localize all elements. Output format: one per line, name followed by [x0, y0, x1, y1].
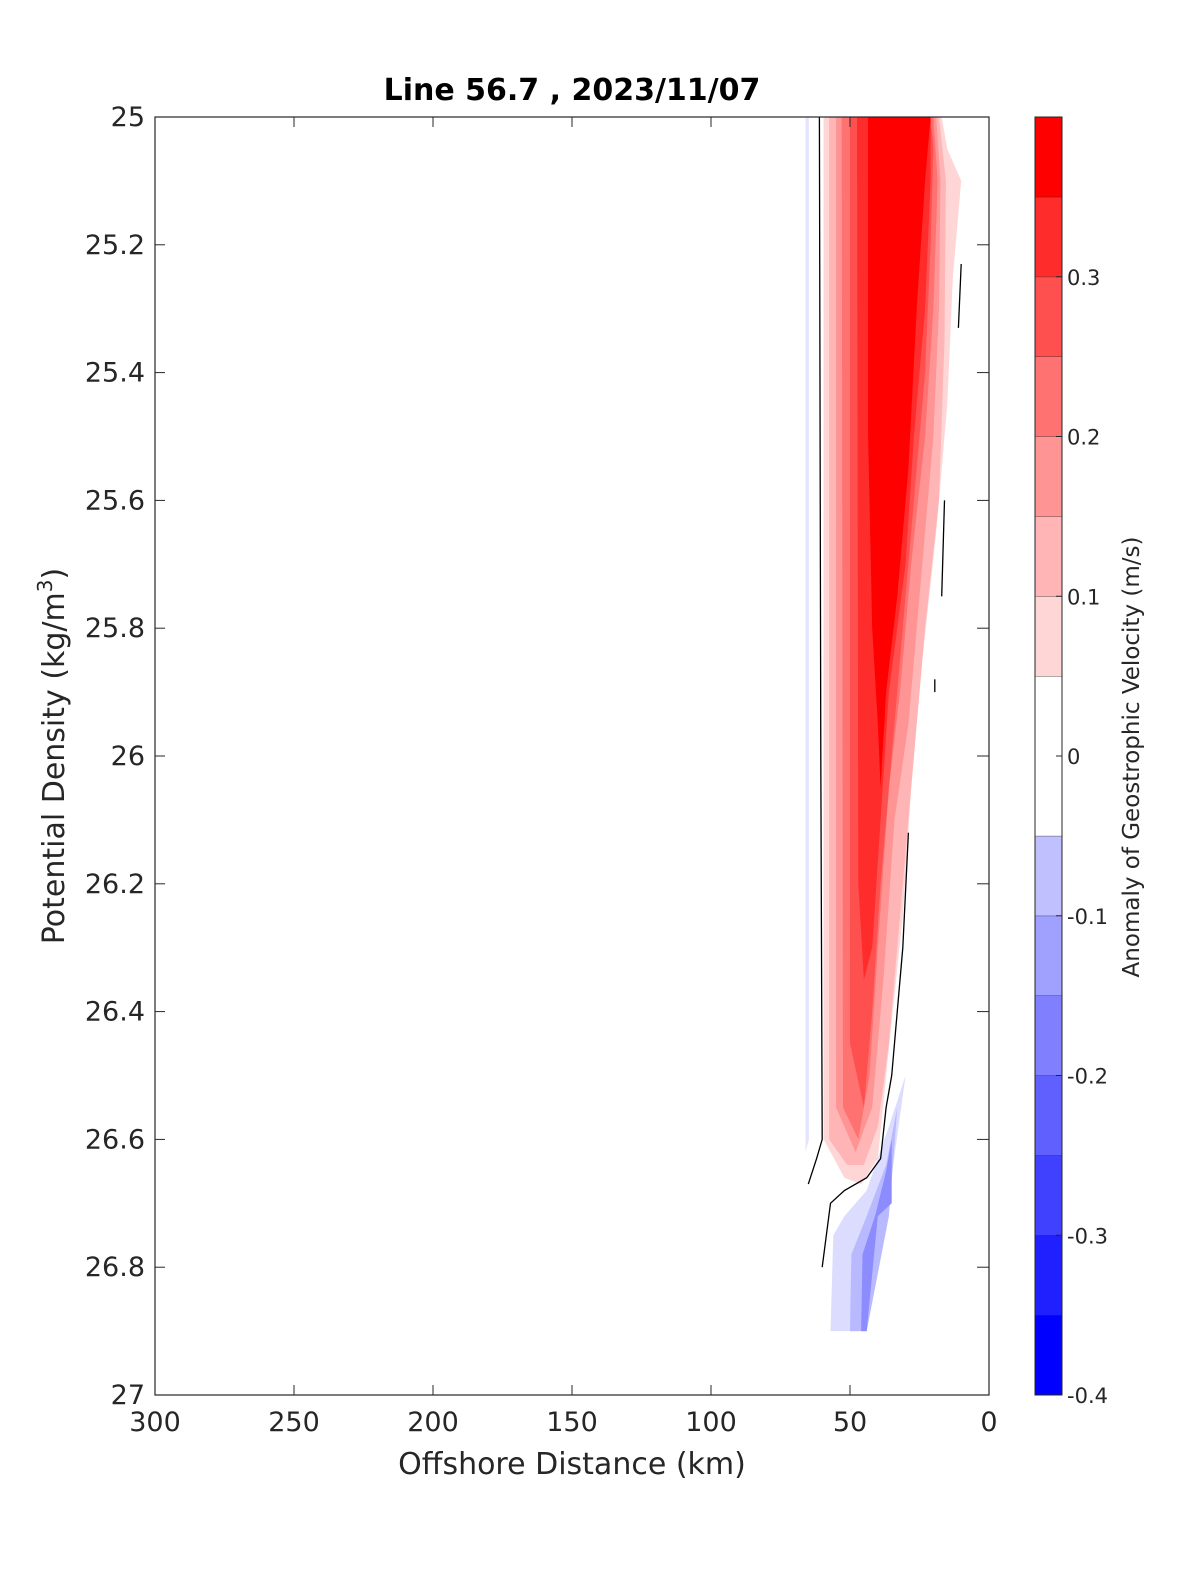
colorbar-swatch — [1035, 1075, 1062, 1156]
colorbar-swatch — [1035, 1235, 1062, 1316]
y-tick-label: 26 — [111, 741, 145, 772]
y-tick-label: 26.8 — [85, 1252, 145, 1283]
colorbar-swatch — [1035, 276, 1062, 357]
x-tick-label: 300 — [129, 1407, 181, 1438]
colorbar-tick-label: -0.3 — [1067, 1224, 1108, 1248]
colorbar-swatch — [1035, 1155, 1062, 1236]
y-tick-label: 25.8 — [85, 613, 145, 644]
colorbar-tick-label: -0.2 — [1067, 1065, 1108, 1089]
colorbar-swatch — [1035, 915, 1062, 996]
colorbar-tick-label: -0.4 — [1067, 1384, 1108, 1408]
colorbar-tick-label: 0.3 — [1067, 266, 1100, 290]
contour-fill-negative-band-west — [805, 117, 809, 1153]
colorbar-swatch — [1035, 117, 1062, 197]
x-tick-label: 150 — [546, 1407, 598, 1438]
colorbar-swatch — [1035, 596, 1062, 677]
y-tick-label: 26.4 — [85, 997, 145, 1028]
colorbar-swatch — [1035, 356, 1062, 437]
y-tick-label: 26.2 — [85, 869, 145, 900]
y-tick-label: 25 — [111, 102, 145, 133]
chart-title: Line 56.7 , 2023/11/07 — [384, 73, 761, 108]
colorbar-swatch — [1035, 995, 1062, 1076]
x-axis: 300 250 200 150 100 50 0 — [129, 117, 998, 1438]
x-tick-label: 0 — [980, 1407, 997, 1438]
colorbar: -0.4 -0.3 -0.2 -0.1 0 0.1 0.2 0.3 — [1034, 116, 1108, 1408]
colorbar-swatch — [1035, 1315, 1062, 1395]
colorbar-swatch — [1035, 436, 1062, 517]
contour-fill-negative-patch-0.175 — [861, 1139, 892, 1332]
colorbar-label: Anomaly of Geostrophic Velocity (m/s) — [1119, 537, 1145, 978]
contour-fill-positive-0.375 — [868, 117, 931, 788]
x-axis-label: Offshore Distance (km) — [398, 1447, 746, 1482]
y-tick-label: 25.6 — [85, 485, 145, 516]
contour-fill-negative-patch-0.125 — [850, 1107, 898, 1332]
y-tick-label: 26.6 — [85, 1124, 145, 1155]
colorbar-swatch — [1035, 516, 1062, 597]
contour-fill-negative-patch-0.075 — [830, 1075, 906, 1332]
x-tick-label: 50 — [833, 1407, 867, 1438]
contour-line-zero-contour-south — [821, 832, 910, 1268]
colorbar-swatch — [1035, 835, 1062, 916]
colorbar-tick-label: 0.1 — [1067, 585, 1100, 609]
contour-line-zero-contour-west — [807, 117, 823, 1185]
x-tick-label: 250 — [268, 1407, 320, 1438]
contour-lines — [807, 117, 962, 1268]
y-axis-label: Potential Density (kg/m3) — [33, 568, 72, 944]
colorbar-swatch — [1035, 196, 1062, 277]
y-tick-label: 27 — [111, 1380, 145, 1411]
x-tick-label: 100 — [685, 1407, 737, 1438]
y-tick-label: 25.4 — [85, 358, 145, 389]
colorbar-tick-label: 0 — [1067, 745, 1080, 769]
contour-line-zero-contour-east — [957, 263, 962, 328]
contour-line-zero-contour-east-2 — [941, 500, 946, 597]
y-tick-label: 25.2 — [85, 230, 145, 261]
filled-contours — [805, 117, 962, 1332]
y-axis: 25 25.2 25.4 25.6 25.8 26 26.2 26.4 26.6 26.8 27 — [85, 102, 989, 1411]
x-tick-label: 200 — [407, 1407, 459, 1438]
colorbar-tick-label: -0.1 — [1067, 905, 1108, 929]
colorbar-tick-label: 0.2 — [1067, 426, 1100, 450]
